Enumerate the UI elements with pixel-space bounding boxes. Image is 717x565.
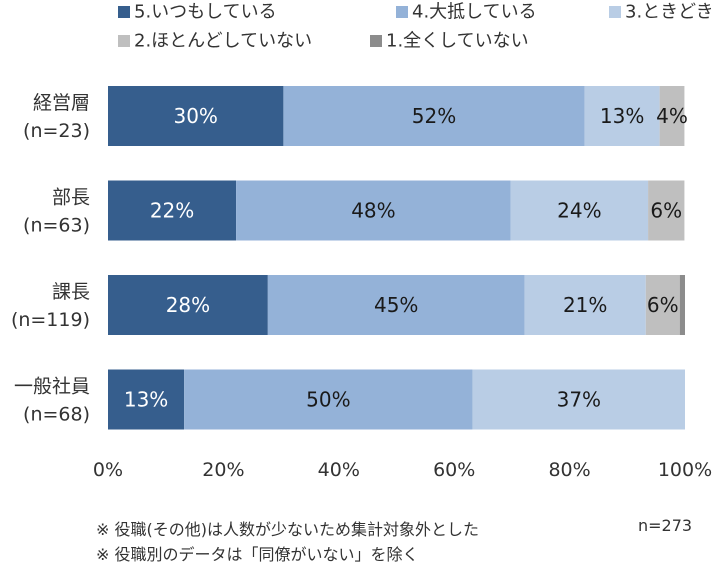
category-label-2: 課長 bbox=[52, 281, 90, 303]
data-label-0-4: 4% bbox=[656, 104, 688, 128]
legend-swatch-2 bbox=[396, 6, 408, 18]
bar-segment-0-3 bbox=[584, 86, 660, 146]
bar-segment-3-3 bbox=[472, 369, 685, 430]
x-axis: 0% 20% 40% 60% 80% 100% bbox=[93, 459, 712, 481]
category-label-3: 一般社員 bbox=[14, 376, 90, 398]
data-label-2-4: 6% bbox=[647, 293, 679, 317]
x-tick-label-5: 100% bbox=[658, 459, 712, 481]
bar-segment-1-2 bbox=[236, 180, 511, 241]
category-n-2: (n=119) bbox=[11, 309, 90, 331]
category-label-0: 経営層 bbox=[33, 92, 90, 114]
data-label-0-1: 30% bbox=[173, 104, 217, 128]
data-label-1-4: 6% bbox=[650, 199, 682, 223]
bar-segment-2-2 bbox=[267, 275, 525, 335]
legend-swatch-1 bbox=[118, 6, 130, 18]
data-label-2-3: 21% bbox=[563, 293, 607, 317]
x-tick-label-3: 60% bbox=[433, 459, 475, 481]
legend-label-2: 4.大抵している bbox=[412, 2, 537, 23]
legend-swatch-4 bbox=[118, 35, 130, 47]
bar-segment-1-4 bbox=[648, 180, 685, 241]
bar-segment-3-1 bbox=[108, 369, 185, 430]
data-label-1-1: 22% bbox=[150, 199, 194, 223]
bar-segment-2-4 bbox=[645, 275, 680, 335]
bar-segment-1-1 bbox=[108, 180, 237, 241]
bar-segment-0-4 bbox=[659, 86, 685, 146]
legend-label-1: 5.いつもしている bbox=[134, 2, 277, 23]
legend-label-5: 1.全くしていない bbox=[386, 31, 529, 52]
bars: 30% 52% 13% 4% 22% 48% 24% 6% 28% 45% 21% 6% 13% 50% 3… bbox=[108, 86, 688, 430]
category-n-3: (n=68) bbox=[23, 404, 90, 426]
legend-label-4: 2.ほとんどしていない bbox=[134, 31, 312, 52]
legend-swatch-3 bbox=[609, 6, 621, 18]
legend: 5.いつもしている 4.大抵している 3.ときどきしている 2.ほとんどしていない 1.… bbox=[118, 2, 717, 52]
stacked-bar-chart: 5.いつもしている 4.大抵している 3.ときどきしている 2.ほとんどしていない 1.… bbox=[11, 2, 717, 482]
bar-segment-0-2 bbox=[283, 86, 585, 146]
x-tick-label-4: 80% bbox=[548, 459, 590, 481]
data-label-3-3: 37% bbox=[557, 388, 601, 412]
note-exclusion-criteria: ※ 役職別のデータは「同僚がいない」を除く bbox=[96, 545, 419, 564]
data-label-2-2: 45% bbox=[374, 293, 418, 317]
category-labels: 経営層 (n=23) 部長 (n=63) 課長 (n=119) 一般社員 (n=68) bbox=[11, 92, 90, 426]
data-label-0-2: 52% bbox=[412, 104, 456, 128]
category-label-1: 部長 bbox=[52, 187, 90, 209]
data-label-3-2: 50% bbox=[306, 388, 350, 412]
bar-segment-1-3 bbox=[510, 180, 649, 241]
bar-segment-3-2 bbox=[184, 369, 473, 430]
category-n-1: (n=63) bbox=[23, 215, 90, 237]
bar-segment-0-1 bbox=[108, 86, 284, 146]
data-label-1-2: 48% bbox=[351, 199, 395, 223]
category-n-0: (n=23) bbox=[23, 120, 90, 142]
data-label-3-1: 13% bbox=[124, 388, 168, 412]
data-label-1-3: 24% bbox=[557, 199, 601, 223]
total-sample-size: n=273 bbox=[638, 516, 693, 535]
data-label-0-3: 13% bbox=[600, 104, 644, 128]
x-tick-label-0: 0% bbox=[93, 459, 123, 481]
data-label-2-1: 28% bbox=[166, 293, 210, 317]
x-tick-label-1: 20% bbox=[202, 459, 244, 481]
x-tick-label-2: 40% bbox=[318, 459, 360, 481]
bar-segment-2-3 bbox=[524, 275, 646, 335]
legend-label-3: 3.ときどきしている bbox=[625, 2, 717, 23]
legend-swatch-5 bbox=[370, 35, 382, 47]
bar-segment-2-1 bbox=[108, 275, 268, 335]
bar-segment-2-5 bbox=[679, 275, 685, 335]
note-excluded-roles: ※ 役職(その他)は人数が少ないため集計対象外とした bbox=[96, 520, 479, 539]
